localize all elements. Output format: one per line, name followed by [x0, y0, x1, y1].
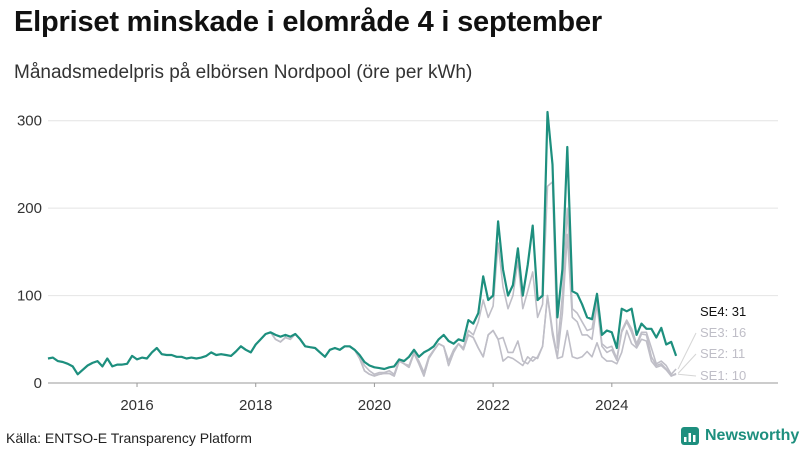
y-tick-label-300: 300	[17, 113, 42, 130]
series-line-se3	[47, 181, 677, 376]
leader-line-se2	[677, 353, 697, 374]
x-tick-label-2018: 2018	[239, 397, 272, 414]
x-tick-label-2016: 2016	[120, 397, 153, 414]
series-line-se4	[47, 110, 678, 376]
brand-name: Newsworthy	[705, 427, 800, 444]
newsworthy-logo-icon	[681, 427, 699, 445]
x-tick-label-2020: 2020	[358, 397, 391, 414]
end-label-se3: SE3: 16	[700, 325, 746, 340]
y-tick-label-200: 200	[17, 200, 42, 217]
series-line-se1	[47, 294, 677, 377]
x-tick-label-2022: 2022	[476, 397, 509, 414]
chart-title: Elpriset minskade i elområde 4 i septemb…	[14, 6, 602, 38]
source-note: Källa: ENTSO-E Transparency Platform	[6, 430, 252, 446]
y-tick-label-0: 0	[34, 375, 42, 392]
leader-line-se1	[678, 373, 697, 377]
end-label-se4: SE4: 31	[700, 304, 746, 319]
brand-logo[interactable]: Newsworthy	[680, 426, 799, 446]
y-tick-label-100: 100	[17, 288, 42, 305]
x-tick-label-2024: 2024	[595, 397, 628, 414]
end-label-se1: SE1: 10	[700, 368, 746, 383]
end-label-se2: SE2: 11	[700, 346, 745, 361]
chart-subtitle: Månadsmedelpris på elbörsen Nordpool (ör…	[14, 62, 473, 83]
leader-line-se3	[677, 332, 697, 370]
